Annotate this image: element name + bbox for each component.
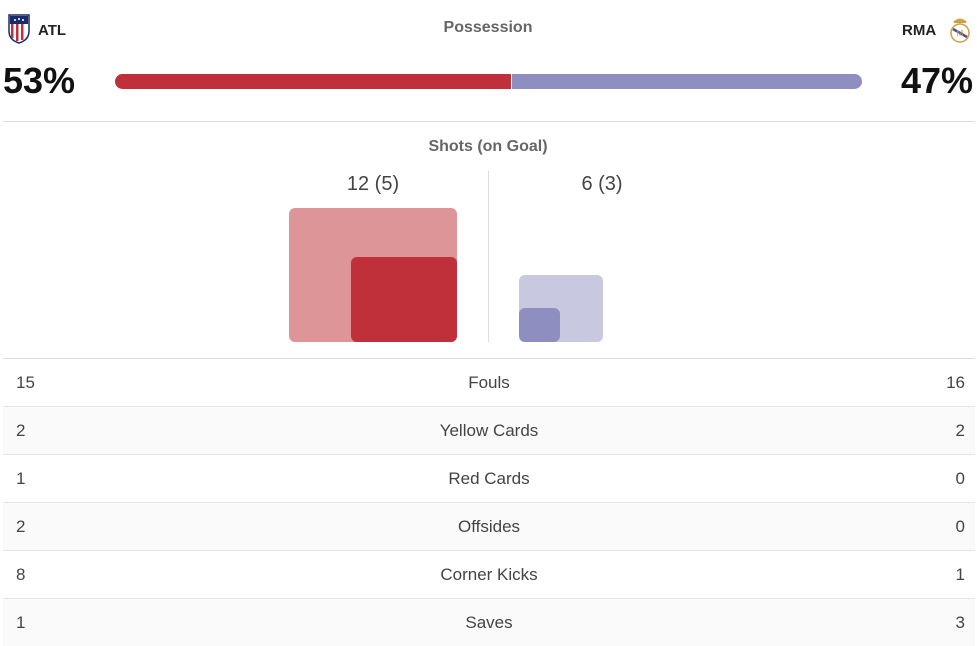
- away-crest: M: [949, 14, 971, 49]
- section-divider: [3, 121, 975, 122]
- home-shots-value: 12 (5): [346, 173, 400, 195]
- stat-row-corner-kicks: 8 Corner Kicks 1: [3, 551, 975, 599]
- stat-away-value: 2: [955, 420, 965, 440]
- home-team-abbr: ATL: [38, 22, 67, 39]
- svg-text:M: M: [957, 29, 964, 38]
- stat-label: Corner Kicks: [440, 564, 538, 584]
- stat-label: Fouls: [468, 372, 510, 392]
- away-possession-value: 47%: [900, 60, 973, 101]
- stat-home-value: 2: [16, 516, 26, 536]
- stat-label: Offsides: [457, 516, 521, 536]
- possession-bar: [115, 74, 862, 89]
- away-shots-value: 6 (3): [581, 173, 623, 195]
- home-possession-value: 53%: [3, 60, 76, 101]
- stat-row-saves: 1 Saves 3: [3, 599, 975, 646]
- stat-label: Saves: [465, 612, 513, 632]
- possession-title: Possession: [443, 19, 533, 36]
- stat-home-value: 15: [16, 372, 35, 392]
- stat-away-value: 16: [946, 372, 965, 392]
- stats-divider: [3, 358, 975, 359]
- away-shots-on-goal-box: [519, 307, 561, 342]
- away-team-abbr: RMA: [902, 22, 937, 39]
- stat-home-value: 1: [16, 468, 26, 488]
- stat-away-value: 0: [955, 468, 965, 488]
- stat-home-value: 2: [16, 420, 26, 440]
- home-crest: [8, 14, 30, 49]
- home-shots-on-goal-box: [350, 257, 457, 342]
- stat-label: Yellow Cards: [439, 420, 539, 440]
- stat-away-value: 0: [955, 516, 965, 536]
- shots-title: Shots (on Goal): [428, 138, 548, 155]
- stats-table: 15 Fouls 16 2 Yellow Cards 2 1 Red Cards…: [3, 359, 975, 646]
- atletico-crest-icon: [8, 14, 30, 44]
- stat-away-value: 3: [955, 612, 965, 632]
- stat-away-value: 1: [955, 564, 965, 584]
- stat-home-value: 1: [16, 612, 26, 632]
- real-madrid-crest-icon: M: [950, 18, 970, 43]
- possession-bar-away: [510, 74, 862, 89]
- possession-bar-home: [115, 74, 511, 89]
- stat-row-yellow-cards: 2 Yellow Cards 2: [3, 407, 975, 455]
- stat-label: Red Cards: [448, 468, 530, 488]
- shots-center-line: [488, 171, 489, 342]
- stat-row-fouls: 15 Fouls 16: [3, 359, 975, 407]
- stat-row-red-cards: 1 Red Cards 0: [3, 455, 975, 503]
- stat-row-offsides: 2 Offsides 0: [3, 503, 975, 551]
- stat-home-value: 8: [16, 564, 26, 584]
